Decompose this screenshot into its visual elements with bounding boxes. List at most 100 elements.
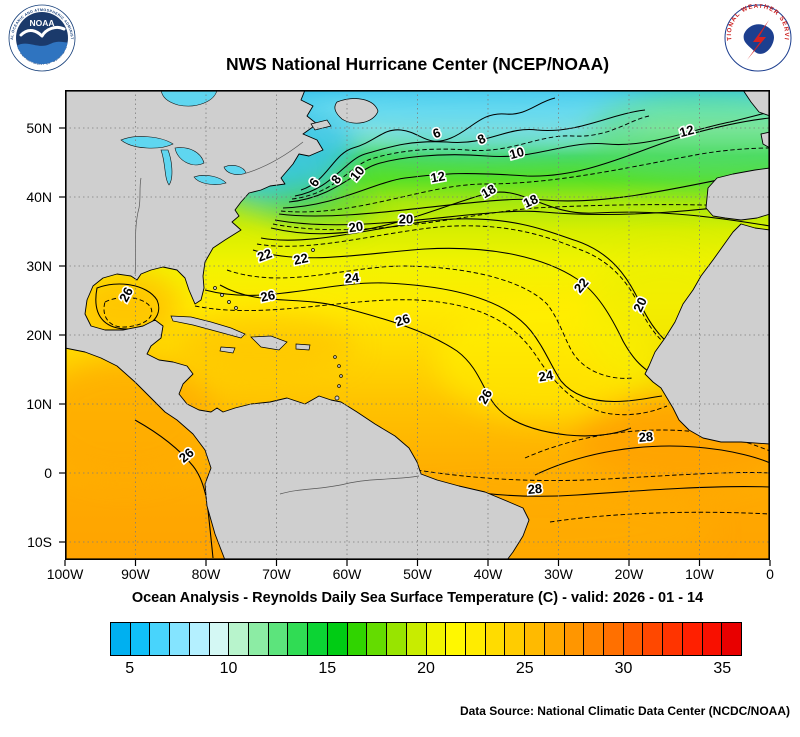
contour-8C [294,109,646,197]
colorbar-tick-label: 10 [219,660,238,677]
map-caption: Ocean Analysis - Reynolds Daily Sea Surf… [131,590,704,606]
contour-label: 22 [255,245,274,264]
colorbar-cell [524,622,545,656]
land-north-and-south-america [65,90,530,560]
land-jamaica [219,346,236,354]
contour-label: 28 [527,481,543,497]
contour-12C [282,117,770,209]
contour-14C [278,169,770,217]
land-hispaniola [250,335,288,351]
colorbar-tick-label: 20 [417,660,435,677]
contour-label: 20 [348,219,364,236]
colorbar-cell [464,622,486,656]
contour-21C [256,225,668,347]
contour-label: 28 [638,429,654,445]
land-lesser-antilles [337,364,341,368]
lon-tick-label: 30W [544,566,573,582]
colorbar-cell [129,622,151,656]
page-title: NWS National Hurricane Center (NCEP/NOAA… [225,54,610,74]
lat-tick-label: 10N [26,396,52,412]
land-iberia [705,167,770,221]
colorbar-tick-label: 25 [515,660,534,677]
contour-22C [252,247,649,372]
contour-25C [194,299,668,416]
st-lawrence-river [242,141,304,175]
colorbar-cell [248,622,269,656]
contour-26C [219,284,632,437]
colorbar-cell [662,622,683,656]
colorbar-cell [149,622,171,656]
colorbar-cell [504,622,526,656]
lon-tick-label: 60W [332,566,362,582]
colorbar [110,622,742,656]
lon-tick-label: 10W [685,566,714,582]
contour-20C [260,218,668,343]
colorbar-cell [543,622,565,656]
colorbar-cell [681,622,703,656]
contour-label: 24 [537,367,555,384]
colorbar-cell [445,622,466,656]
sst-map: 6 8 10 6 8 10 12 12 18 18 20 20 20 22 22 22 24 24 26 26 26 26… [59,90,771,566]
axis-ticks [59,127,771,566]
lon-tick-label: 70W [262,566,291,582]
lon-tick-label: 0 [766,566,774,582]
colorbar-cell [642,622,664,656]
land-bahamas [234,306,238,310]
colorbar-cell [386,622,407,656]
colorbar-cell [583,622,604,656]
lon-tick-label: 80W [191,566,221,582]
contour-label: 12 [678,122,696,140]
colorbar-tick-label: 15 [318,660,337,677]
colorbar-tick-label: 5 [125,660,135,677]
hudson-bay [160,90,218,107]
colorbar-cell [622,622,644,656]
contour-25C-gulf [103,297,153,328]
colorbar-cell [484,622,506,656]
lake-erie [193,175,227,185]
colorbar-cell [326,622,348,656]
longitude-axis: 100W 90W 80W 70W 60W 50W 40W 30W 20W 10W 0 [47,566,774,586]
lightning-bolt-icon [747,20,769,60]
contour-28C-east [534,445,770,476]
lon-tick-label: 90W [121,566,150,582]
contour-10C [288,111,770,203]
lat-tick-label: 0 [44,465,52,481]
lat-tick-label: 50N [26,120,52,136]
lat-tick-label: 30N [26,258,52,274]
land-bahamas [213,286,217,290]
lon-tick-label: 100W [46,566,84,582]
land-trinidad [334,395,340,401]
colorbar-cell [721,622,742,656]
contour-9C [291,115,650,200]
contour-label: 22 [292,250,309,268]
contour-27C-south [416,469,770,482]
land-bermuda [311,248,315,252]
latitude-axis: 50N 40N 30N 20N 10N 0 10S [0,90,60,560]
lake-michigan [160,149,173,186]
land-bahamas [220,293,224,297]
map-frame [65,90,771,560]
noaa-logo-label: NOAA [29,18,54,28]
lake-huron [174,147,205,166]
colorbar-cell [208,622,230,656]
colorbar-cell [563,622,585,656]
contour-17C [272,204,770,231]
contour-label: 20 [399,211,413,226]
lon-tick-label: 20W [614,566,644,582]
colorbar-cell [425,622,447,656]
contour-18C [270,191,770,235]
colorbar-tick-label: 35 [713,660,732,677]
sst-contours [95,97,770,559]
contour-6C [300,97,556,191]
nws-logo-icon: NATIONAL WEATHER SERVICE [721,0,792,72]
noaa-logo: NATIONAL OCEANIC AND ATMOSPHERIC ADMINIS… [6,1,76,72]
land-bahamas [227,300,231,304]
colorbar-tick-labels: 5 10 15 20 25 30 35 [110,660,742,682]
land-lesser-antilles [337,384,341,388]
colorbar-cell [169,622,190,656]
lat-tick-label: 10S [27,534,52,550]
contour-13C [280,147,770,213]
lon-tick-label: 50W [403,566,432,582]
